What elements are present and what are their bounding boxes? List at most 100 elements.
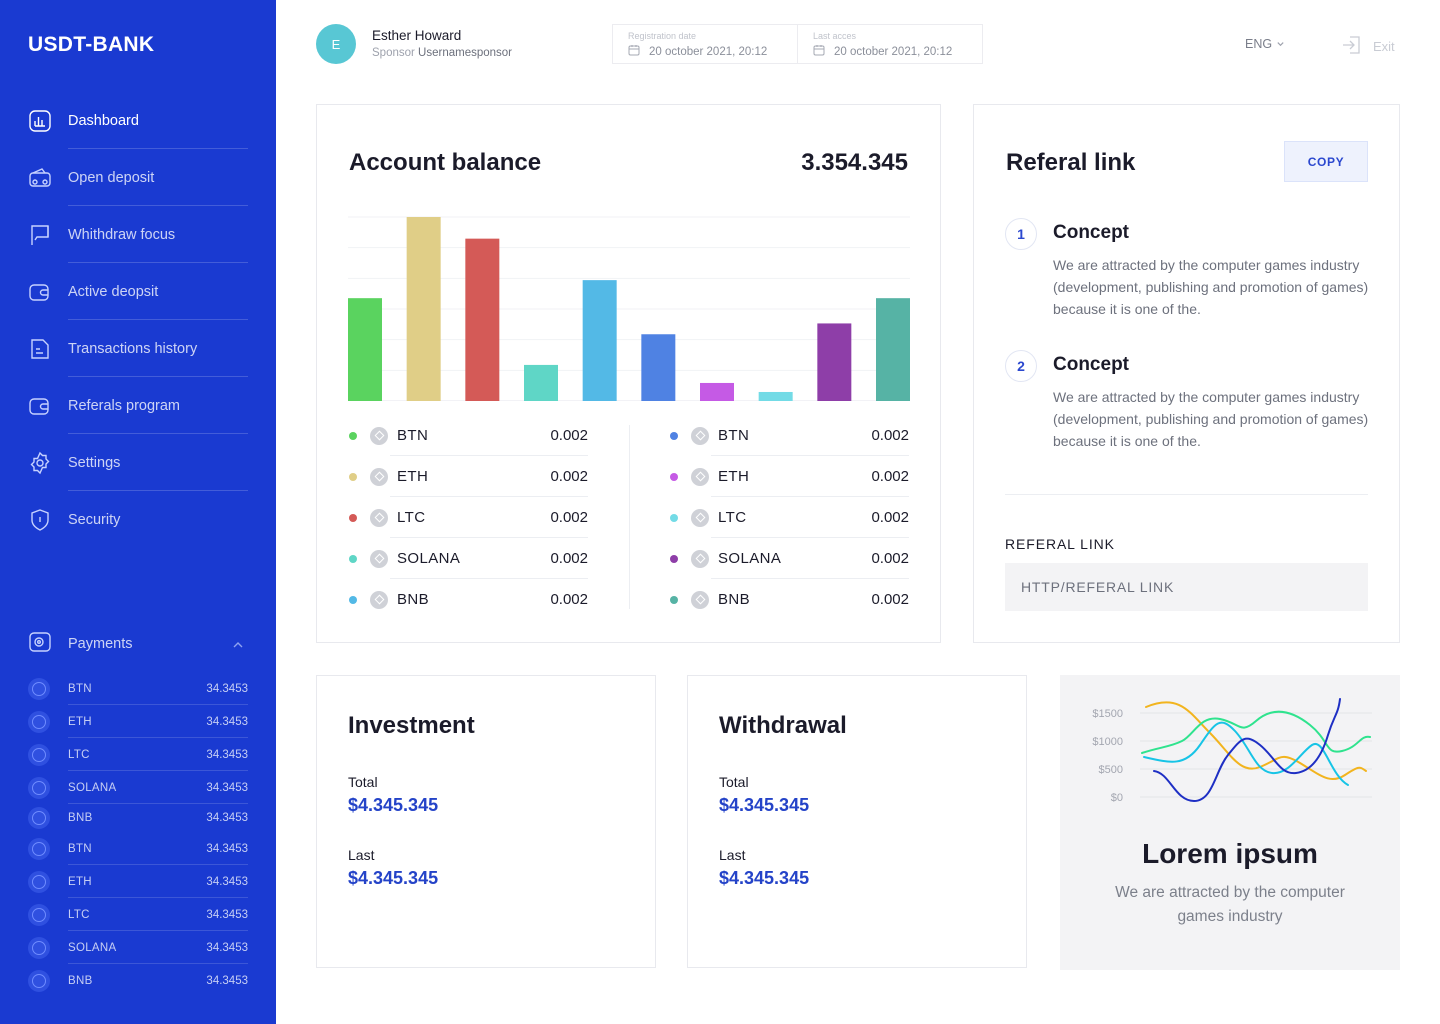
chart-icon	[28, 109, 52, 133]
last-access-value-row: 20 october 2021, 20:12	[813, 44, 982, 59]
divider	[68, 897, 248, 898]
divider	[68, 930, 248, 931]
divider	[1005, 494, 1368, 495]
divider	[68, 704, 248, 705]
payment-row[interactable]: ETH 34.3453	[28, 705, 248, 738]
dates-panel: Registration date 20 october 2021, 20:12…	[612, 24, 983, 64]
avatar[interactable]: E	[316, 24, 356, 64]
last-access-value: 20 october 2021, 20:12	[834, 45, 953, 58]
chart-bar	[758, 391, 793, 401]
chart-bar	[641, 334, 676, 401]
legend-dot	[670, 513, 678, 522]
legend-name: BNB	[718, 591, 751, 608]
legend-item: SOLANA 0.002	[669, 538, 909, 579]
legend-value: 0.002	[550, 509, 588, 526]
sidebar-item-security[interactable]: Security	[28, 491, 248, 548]
withdrawal-title: Withdrawal	[719, 712, 847, 739]
sidebar-item-withdraw-focus[interactable]: Whithdraw focus	[28, 206, 248, 263]
legend-item: ETH 0.002	[348, 456, 588, 497]
withdrawal-last-value: $4.345.345	[719, 868, 810, 888]
gear-icon	[28, 451, 52, 475]
payments-header[interactable]: Payments	[28, 628, 248, 660]
divider	[711, 578, 909, 579]
sidebar-item-label: Open deposit	[68, 169, 155, 186]
sidebar-item-active-deposit[interactable]: Active deopsit	[28, 263, 248, 320]
sidebar-item-dashboard[interactable]: Dashboard	[28, 92, 248, 149]
withdrawal-total-value: $4.345.345	[719, 795, 810, 815]
coin-icon	[370, 549, 388, 568]
wallet-icon	[28, 394, 52, 418]
legend-left: BTN 0.002 ETH 0.002 LTC 0.002 SOLANA 0.002 B…	[348, 415, 588, 620]
investment-last-label: Last	[348, 847, 375, 863]
chart-bar	[582, 280, 617, 401]
payment-row[interactable]: BTN 34.3453	[28, 672, 248, 705]
legend-name: ETH	[397, 468, 429, 485]
referral-link-input[interactable]	[1005, 563, 1368, 611]
legend-dot	[349, 472, 357, 481]
legend-name: BNB	[397, 591, 430, 608]
legend-dot	[349, 431, 357, 440]
coin-icon	[370, 467, 388, 486]
investment-total-value: $4.345.345	[348, 795, 439, 815]
payment-row[interactable]: SOLANA 34.3453	[28, 931, 248, 964]
divider	[390, 578, 588, 579]
copy-button[interactable]: COPY	[1284, 141, 1368, 182]
language-value: ENG	[1245, 37, 1273, 51]
sidebar-item-settings[interactable]: Settings	[28, 434, 248, 491]
coin-icon	[691, 508, 709, 527]
legend-item: BTN 0.002	[348, 415, 588, 456]
legend-dot	[670, 595, 678, 604]
coin-icon	[370, 426, 388, 445]
legend-value: 0.002	[550, 591, 588, 608]
payment-row[interactable]: LTC 34.3453	[28, 738, 248, 771]
withdrawal-card: Withdrawal Total $4.345.345 Last $4.345.…	[687, 675, 1027, 968]
payment-name: SOLANA	[68, 941, 117, 954]
payment-row[interactable]: BNB 34.3453	[28, 964, 248, 997]
registration-value-row: 20 october 2021, 20:12	[628, 44, 797, 59]
legend-value: 0.002	[871, 591, 909, 608]
legend-item: LTC 0.002	[669, 497, 909, 538]
chevron-up-icon[interactable]	[232, 638, 244, 656]
payment-value: 34.3453	[206, 715, 248, 728]
sidebar-item-transactions-history[interactable]: Transactions history	[28, 320, 248, 377]
legend-name: BTN	[718, 427, 750, 444]
legend-name: SOLANA	[397, 550, 461, 567]
payment-row[interactable]: BNB 34.3453	[28, 804, 248, 832]
divider	[68, 148, 248, 149]
legend-item: LTC 0.002	[348, 497, 588, 538]
divider	[68, 433, 248, 434]
legend-right: BTN 0.002 ETH 0.002 LTC 0.002 SOLANA 0.002 B…	[669, 415, 909, 620]
chart-bar	[524, 364, 558, 401]
payment-row[interactable]: SOLANA 34.3453	[28, 771, 248, 804]
concept-number: 2	[1005, 350, 1037, 382]
payment-value: 34.3453	[206, 842, 248, 855]
sidebar-item-referals-program[interactable]: Referals program	[28, 377, 248, 434]
promo-series-line	[1143, 721, 1349, 786]
payment-row[interactable]: ETH 34.3453	[28, 865, 248, 898]
chart-bar	[348, 298, 382, 401]
payment-row[interactable]: LTC 34.3453	[28, 898, 248, 931]
payment-name: LTC	[68, 908, 90, 921]
divider	[68, 864, 248, 865]
divider	[68, 319, 248, 320]
flag-icon	[28, 223, 52, 247]
coin-icon	[28, 743, 50, 766]
language-selector[interactable]: ENG	[1245, 37, 1285, 51]
payment-value: 34.3453	[206, 908, 248, 921]
coin-icon	[691, 590, 709, 609]
legend-dot	[349, 554, 357, 563]
legend-name: LTC	[397, 509, 426, 526]
registration-date: Registration date 20 october 2021, 20:12	[613, 25, 797, 63]
chart-bar	[406, 217, 441, 401]
investment-title: Investment	[348, 712, 475, 739]
coin-icon	[28, 837, 50, 860]
concept-number: 1	[1005, 218, 1037, 250]
last-access-caption: Last acces	[813, 31, 857, 41]
payment-row[interactable]: BTN 34.3453	[28, 832, 248, 865]
exit-button[interactable]: Exit	[1341, 34, 1395, 59]
sidebar-item-open-deposit[interactable]: Open deposit	[28, 149, 248, 206]
chart-bar	[876, 298, 910, 401]
investment-total-label: Total	[348, 774, 378, 790]
logout-icon	[1341, 34, 1363, 59]
legend-value: 0.002	[871, 550, 909, 567]
